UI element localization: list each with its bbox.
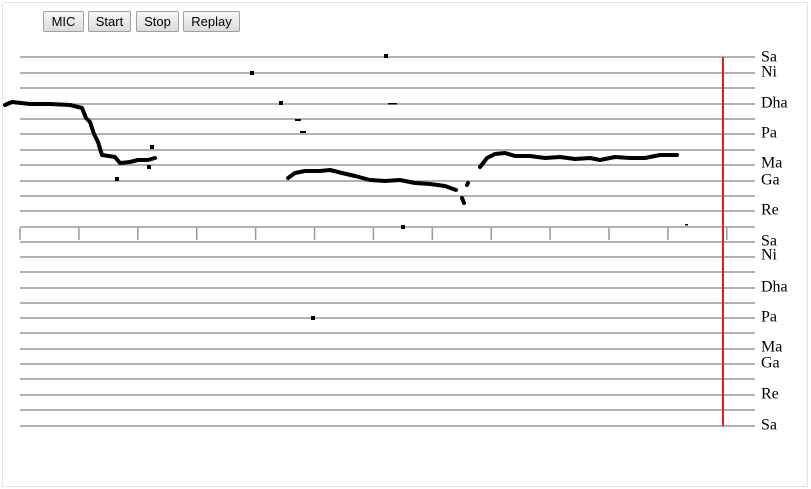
note-label: Ga <box>761 172 780 189</box>
mic-button[interactable]: MIC <box>43 11 84 32</box>
replay-button[interactable]: Replay <box>183 11 240 32</box>
note-label: Ga <box>761 355 780 372</box>
note-label: Ma <box>761 339 782 356</box>
note-label: Re <box>761 386 779 403</box>
note-label: Sa <box>761 417 777 434</box>
labels: Sa Ni Dha Pa Ma Ga Re Sa Ni Dha Pa Ma Ga… <box>761 49 788 434</box>
start-button[interactable]: Start <box>88 11 131 32</box>
staff <box>19 56 755 427</box>
note-label: Sa <box>761 49 777 66</box>
trace <box>286 168 458 192</box>
note-label: Dha <box>761 279 788 296</box>
note-label: Ni <box>761 64 778 81</box>
pitch-trace <box>3 54 688 320</box>
note-label: Re <box>761 202 779 219</box>
note-label: Sa <box>761 233 777 250</box>
trace-dots <box>115 54 688 320</box>
note-label: Pa <box>761 309 777 326</box>
trace <box>3 100 157 165</box>
note-label: Pa <box>761 125 777 142</box>
stop-button[interactable]: Stop <box>136 11 179 32</box>
trace <box>460 151 679 205</box>
note-label: Ni <box>761 247 778 264</box>
note-label: Ma <box>761 155 782 172</box>
note-label: Dha <box>761 95 788 112</box>
